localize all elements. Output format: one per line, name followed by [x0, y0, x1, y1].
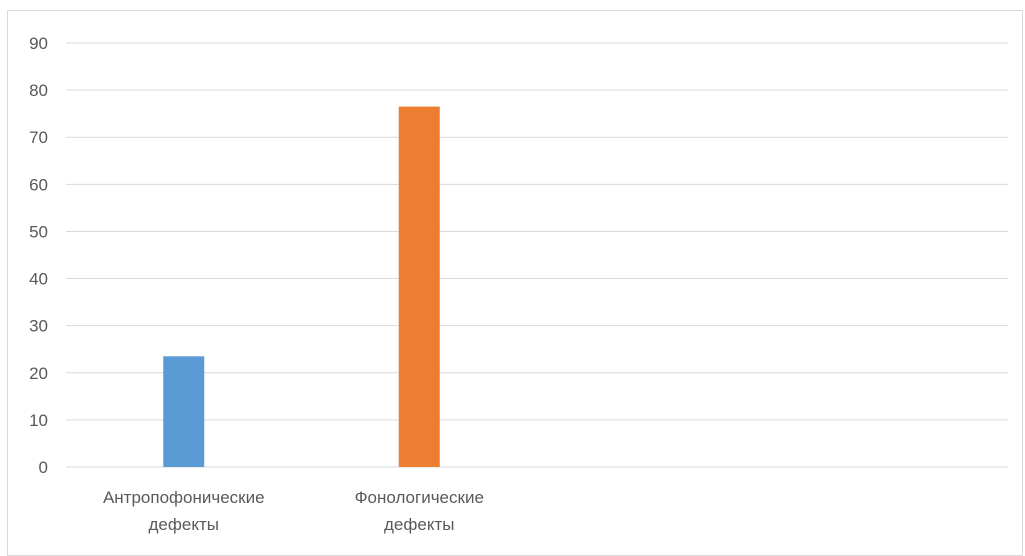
- gridlines: [66, 42, 1008, 468]
- y-tick-label: 80: [29, 81, 48, 100]
- y-tick-label: 70: [29, 128, 48, 147]
- x-category-label: Антропофонические дефекты: [103, 488, 265, 534]
- y-tick-label: 10: [29, 411, 48, 430]
- x-axis-category-labels: Антропофонические дефекты Фонологические де…: [103, 488, 484, 534]
- y-tick-label: 90: [29, 34, 48, 53]
- bar-2: [398, 106, 440, 467]
- y-tick-label: 40: [29, 270, 48, 289]
- y-tick-label: 20: [29, 364, 48, 383]
- bars: [163, 106, 440, 467]
- x-category-label: Фонологические дефекты: [355, 488, 484, 534]
- y-axis-tick-labels: 0 10 20 30 40 50 60 70 80 90: [29, 34, 48, 477]
- y-tick-label: 50: [29, 222, 48, 241]
- y-tick-label: 30: [29, 317, 48, 336]
- y-tick-label: 60: [29, 175, 48, 194]
- bar-1: [163, 356, 205, 467]
- y-tick-label: 0: [39, 458, 48, 477]
